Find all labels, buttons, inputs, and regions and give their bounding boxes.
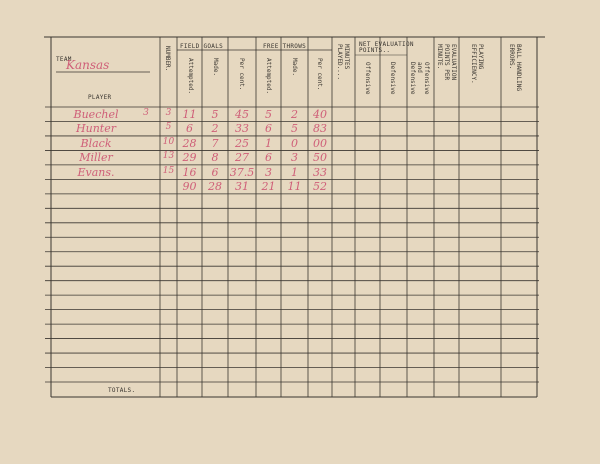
cell-fgm: 6 [211,165,219,179]
cell-ftm: 2 [291,108,298,121]
cell-fga: 16 [182,165,197,179]
cell-fga: 90 [182,180,197,194]
offensive-label: Offensive [364,62,371,95]
team-value: Kansas [66,58,110,72]
fg-percent-label: Per cent. [238,58,245,91]
cell-fgp: 37.5 [229,165,255,179]
evaluation-per-minute-label: EVALUATION POINTS PER MINUTE. [436,44,457,81]
player-label: PLAYER [88,94,112,101]
cell-fgp: 25 [235,136,249,150]
cell-fta: 1 [265,136,272,150]
fg-attempted-label: Attempted. [187,58,194,95]
cell-fgp: 27 [235,151,249,165]
cell-fgm: 5 [211,108,219,121]
cell-fta: 5 [265,108,272,121]
cell-ftp: 00 [313,136,327,150]
cell-ftp: 40 [313,108,327,121]
cell-fgp: 45 [235,108,249,121]
cell-fgm: 28 [208,180,222,194]
cell-player: Buechel [73,108,119,121]
offensive-defensive-label: Offensive and Defensive [409,62,430,95]
cell-player: Evans. [77,165,115,179]
cell-fta: 6 [265,122,272,136]
cell-fga: 28 [182,136,197,150]
minutes-played-label: MINUTES PLAYED.... [336,44,350,81]
cell-ftm: 3 [291,151,298,165]
cell-number: 15 [162,165,175,176]
cell-fga: 6 [186,122,193,136]
cell-fgm: 2 [211,122,219,136]
number-label: NUMBER. [164,46,171,72]
cell-player: Miller [79,151,113,165]
playing-efficiency-label: PLAYING EFFICIENCY. [470,44,484,84]
totals-label: TOTALS. [108,387,136,394]
cell-ftp: 33 [313,165,327,179]
cell-fgm: 7 [211,136,219,150]
cell-number: 13 [162,151,175,162]
cell-number: 5 [165,122,172,133]
cell-ftp: 83 [313,122,327,136]
cell-player: Hunter [76,122,116,136]
cell-fta: 21 [261,180,276,194]
cell-ftm: 5 [291,122,298,136]
cell-ftp: 52 [313,180,327,194]
cell-ftp: 50 [313,151,327,165]
free-throws-label: FREE THROWS [263,43,307,50]
cell-fgm: 8 [211,151,219,165]
cell-ftm: 11 [287,180,302,194]
fg-made-label: Made. [212,58,219,77]
cell-fgp: 31 [235,180,249,194]
cell-fta: 6 [265,151,272,165]
cell-fga: 29 [182,151,197,165]
defensive-label: Defensive [389,62,396,95]
field-goals-label: FIELD GOALS [180,43,224,50]
ft-made-label: Made. [291,58,298,77]
ft-attempted-label: Attempted. [265,58,272,95]
team-label: TEAM [56,56,72,63]
cell-number: 3 [165,108,172,118]
cell-fga: 11 [182,108,197,121]
ft-percent-label: Per cent. [316,58,323,91]
cell-number: 10 [162,136,175,147]
ball-handling-errors-label: BALL HANDLING ERRORS. [508,44,522,91]
cell-mark: 3 [143,108,149,118]
cell-ftm: 0 [291,136,298,150]
cell-fgp: 33 [235,122,249,136]
net-evaluation-label: NET EVALUATION POINTS.. [359,41,414,54]
cell-ftm: 1 [291,165,298,179]
cell-fta: 3 [265,165,272,179]
cell-player: Black [80,136,112,150]
